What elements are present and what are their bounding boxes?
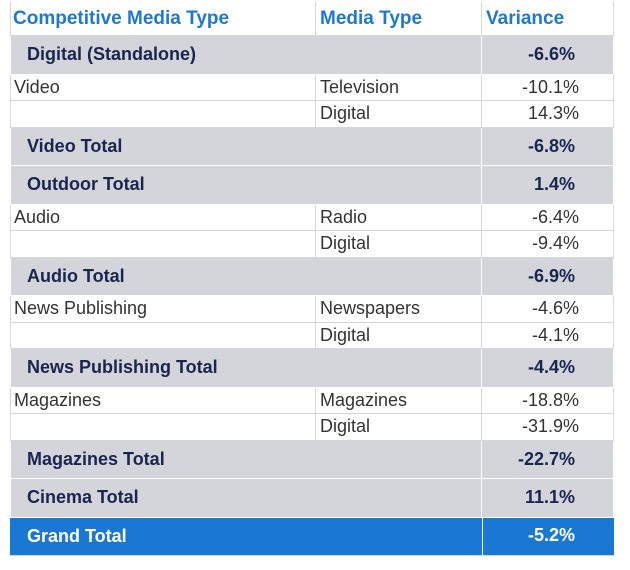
competitive-media-type: Audio <box>10 204 316 230</box>
subtotal-label: Magazines Total <box>10 440 482 478</box>
grand-total-label: Grand Total <box>10 517 482 555</box>
variance: -10.1% <box>482 74 614 100</box>
variance: -18.8% <box>482 387 614 413</box>
subtotal-variance: -4.4% <box>482 349 614 387</box>
column-header: Variance <box>482 2 614 35</box>
variance: -9.4% <box>482 231 614 257</box>
subtotal-row: Audio Total -6.9% <box>10 257 614 296</box>
variance: 14.3% <box>482 101 614 127</box>
subtotal-label: Digital (Standalone) <box>10 36 482 74</box>
competitive-media-type: Video <box>10 74 316 100</box>
subtotal-label: News Publishing Total <box>10 349 482 387</box>
competitive-media-type: Magazines <box>10 387 316 413</box>
detail-row: Magazines Magazines -18.8% <box>10 387 614 414</box>
column-header: Media Type <box>316 2 482 35</box>
competitive-media-type <box>10 322 316 348</box>
subtotal-variance: 1.4% <box>482 166 614 204</box>
competitive-media-type <box>10 231 316 257</box>
subtotal-row: Magazines Total -22.7% <box>10 440 614 479</box>
subtotal-row: Cinema Total 11.1% <box>10 479 614 518</box>
media-type: Digital <box>316 414 482 440</box>
subtotal-row: News Publishing Total -4.4% <box>10 349 614 388</box>
competitive-media-type <box>10 414 316 440</box>
grand-total-variance: -5.2% <box>482 517 614 555</box>
detail-row: Digital -9.4% <box>10 231 614 258</box>
media-type: Newspapers <box>316 296 482 322</box>
detail-row: Audio Radio -6.4% <box>10 204 614 231</box>
media-type: Digital <box>316 322 482 348</box>
subtotal-label: Outdoor Total <box>10 166 482 204</box>
subtotal-variance: -22.7% <box>482 440 614 478</box>
subtotal-row: Outdoor Total 1.4% <box>10 166 614 205</box>
variance-table: Competitive Media Type Media Type Variance… <box>10 2 614 556</box>
variance: -4.1% <box>482 322 614 348</box>
detail-row: Video Television -10.1% <box>10 74 614 101</box>
media-type: Digital <box>316 231 482 257</box>
subtotal-variance: -6.9% <box>482 257 614 295</box>
media-type: Magazines <box>316 387 482 413</box>
competitive-media-type: News Publishing <box>10 296 316 322</box>
grand-total-row: Grand Total -5.2% <box>10 517 614 556</box>
column-header: Competitive Media Type <box>10 2 316 35</box>
subtotal-row: Video Total -6.8% <box>10 127 614 166</box>
media-type: Digital <box>316 101 482 127</box>
detail-row: Digital -31.9% <box>10 414 614 441</box>
header-row: Competitive Media Type Media Type Variance <box>10 2 614 36</box>
detail-row: Digital -4.1% <box>10 322 614 349</box>
variance: -6.4% <box>482 204 614 230</box>
variance: -31.9% <box>482 414 614 440</box>
subtotal-label: Audio Total <box>10 257 482 295</box>
detail-row: News Publishing Newspapers -4.6% <box>10 296 614 323</box>
media-type: Radio <box>316 204 482 230</box>
subtotal-label: Cinema Total <box>10 479 482 517</box>
subtotal-label: Video Total <box>10 127 482 165</box>
subtotal-variance: -6.8% <box>482 127 614 165</box>
detail-row: Digital 14.3% <box>10 101 614 128</box>
subtotal-variance: -6.6% <box>482 36 614 74</box>
media-type: Television <box>316 74 482 100</box>
competitive-media-type <box>10 101 316 127</box>
variance: -4.6% <box>482 296 614 322</box>
subtotal-variance: 11.1% <box>482 479 614 517</box>
subtotal-row: Digital (Standalone) -6.6% <box>10 36 614 75</box>
